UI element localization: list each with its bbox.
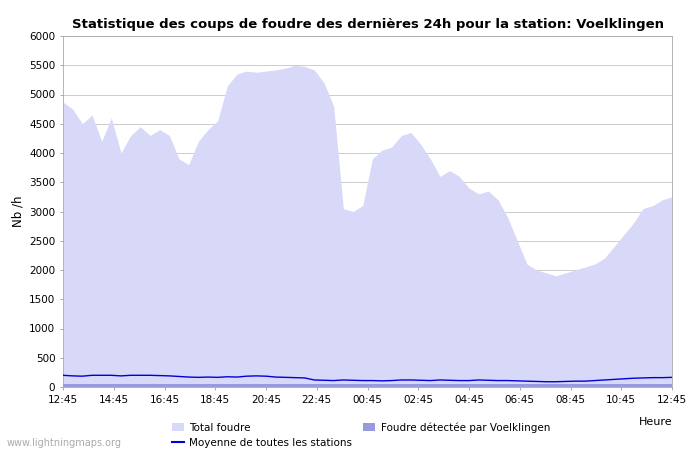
- Y-axis label: Nb /h: Nb /h: [12, 196, 25, 227]
- Text: Heure: Heure: [638, 417, 672, 427]
- Text: www.lightningmaps.org: www.lightningmaps.org: [7, 438, 122, 448]
- Title: Statistique des coups de foudre des dernières 24h pour la station: Voelklingen: Statistique des coups de foudre des dern…: [71, 18, 664, 31]
- Legend: Total foudre, Moyenne de toutes les stations, Foudre détectée par Voelklingen: Total foudre, Moyenne de toutes les stat…: [172, 422, 550, 448]
